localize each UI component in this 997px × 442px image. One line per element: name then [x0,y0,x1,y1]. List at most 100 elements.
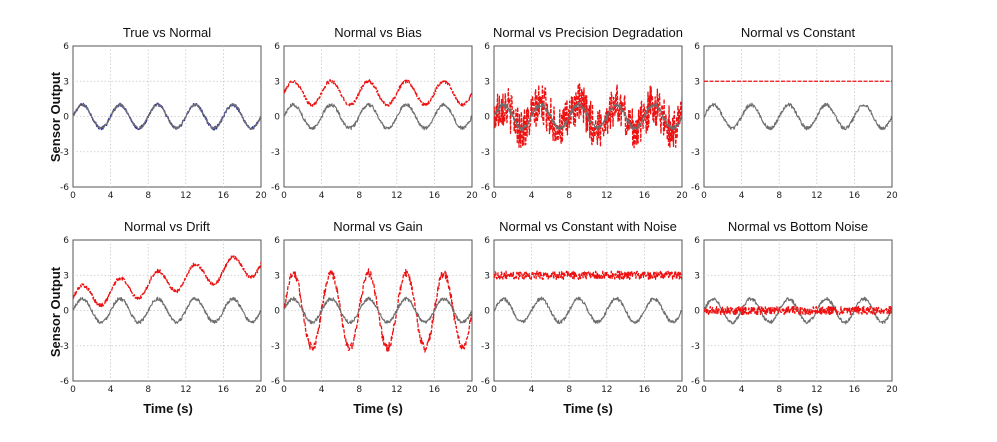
y-tick-label: -6 [271,183,280,193]
x-tick-label: 16 [218,385,230,395]
x-tick-label: 12 [180,385,191,395]
y-tick-label: -3 [481,342,490,352]
y-tick-label: -3 [691,148,700,158]
fault-signal-line [73,254,261,308]
y-tick-label: 6 [274,42,280,52]
normal-signal-line [494,101,682,132]
x-tick-label: 20 [886,191,898,201]
x-tick-label: 20 [255,191,267,201]
y-tick-label: -6 [691,377,700,387]
x-tick-label: 0 [70,385,76,395]
normal-signal-line [73,103,261,130]
x-tick-label: 12 [391,191,402,201]
fault-signal-line [494,83,682,149]
fault-signal-line [704,305,892,316]
fault-signal-line [284,268,472,353]
x-tick-label: 12 [180,191,191,201]
y-tick-label: 3 [694,77,700,87]
subplot-5: Normal vs Drift 0 4 8 12 16 20 6 3 0 -3 -6 [60,219,267,395]
x-tick-label: 8 [566,191,572,201]
subplot-title: Normal vs Precision Degradation [493,25,683,40]
subplot-title: Normal vs Bottom Noise [728,219,868,234]
x-tick-label: 4 [108,191,114,201]
y-tick-label: 0 [694,307,700,317]
y-tick-label: -3 [481,148,490,158]
y-tick-label: 0 [63,113,69,123]
xlabel-col1: Time (s) [143,401,193,416]
x-tick-label: 8 [776,385,782,395]
x-tick-label: 8 [776,191,782,201]
y-tick-label: 0 [484,113,490,123]
subplot-title: Normal vs Bias [334,25,422,40]
y-tick-label: -3 [60,342,69,352]
fault-signal-line [284,78,472,107]
y-tick-label: -3 [60,148,69,158]
x-tick-label: 16 [218,191,230,201]
x-tick-label: 8 [145,191,151,201]
x-tick-label: 16 [639,191,651,201]
x-tick-label: 16 [849,385,861,395]
y-tick-label: -6 [481,183,490,193]
x-tick-label: 20 [886,385,898,395]
y-tick-label: 6 [63,42,69,52]
plot-panels: True vs Normal 0 4 8 12 16 20 6 3 0 -3 -6 Normal vs … [60,25,898,395]
subplot-title: Normal vs Constant with Noise [499,219,677,234]
normal-signal-line [73,296,261,325]
y-tick-label: 6 [484,42,490,52]
x-tick-label: 0 [491,385,497,395]
x-tick-label: 4 [529,191,535,201]
y-tick-label: 3 [484,271,490,281]
y-tick-label: -6 [60,377,69,387]
y-tick-label: -6 [271,377,280,387]
x-tick-label: 0 [701,191,707,201]
x-tick-label: 4 [739,191,745,201]
y-tick-label: -3 [271,148,280,158]
x-tick-label: 12 [601,191,612,201]
xlabel-col4: Time (s) [773,401,823,416]
subplot-3: Normal vs Precision Degradation 0 4 8 12 16 20… [481,25,688,201]
subplot-2: Normal vs Bias 0 4 8 12 16 20 6 3 0 -3 -6 [271,25,478,201]
x-tick-label: 4 [108,385,114,395]
y-tick-label: 0 [694,113,700,123]
y-tick-label: 0 [63,307,69,317]
x-tick-label: 0 [281,191,287,201]
subplot-7: Normal vs Constant with Noise 0 4 8 12 16 20 6 3… [481,219,688,395]
x-tick-label: 12 [601,385,612,395]
x-tick-label: 20 [466,385,478,395]
normal-signal-line [494,296,682,325]
y-tick-label: -6 [481,377,490,387]
x-tick-label: 16 [849,191,861,201]
normal-signal-line [704,102,892,131]
y-tick-label: 6 [694,236,700,246]
x-tick-label: 0 [491,191,497,201]
y-tick-label: 6 [63,236,69,246]
y-tick-label: 3 [63,271,69,281]
subplot-6: Normal vs Gain 0 4 8 12 16 20 6 3 0 -3 -6 [271,219,478,395]
y-tick-label: -6 [60,183,69,193]
x-tick-label: 20 [676,385,688,395]
x-tick-label: 12 [391,385,402,395]
normal-signal-line [284,296,472,325]
x-tick-label: 0 [701,385,707,395]
x-tick-label: 4 [739,385,745,395]
y-tick-label: 0 [484,307,490,317]
x-tick-label: 0 [70,191,76,201]
subplot-4: Normal vs Constant 0 4 8 12 16 20 6 3 0 -3 -6 [691,25,898,201]
subplot-title: True vs Normal [123,25,211,40]
x-tick-label: 20 [255,385,267,395]
ylabel-row2: Sensor Output [48,266,63,357]
xlabel-col3: Time (s) [563,401,613,416]
y-tick-label: 3 [484,77,490,87]
y-tick-label: 0 [274,113,280,123]
x-tick-label: 16 [639,385,651,395]
x-tick-label: 8 [566,385,572,395]
y-tick-label: 3 [274,77,280,87]
x-tick-label: 8 [356,385,362,395]
x-tick-label: 12 [811,385,822,395]
subplot-8: Normal vs Bottom Noise 0 4 8 12 16 20 6 3 0 -3 -6 [691,219,898,395]
y-tick-label: 3 [694,271,700,281]
x-tick-label: 12 [811,191,822,201]
subplot-title: Normal vs Gain [333,219,423,234]
y-tick-label: -6 [691,183,700,193]
